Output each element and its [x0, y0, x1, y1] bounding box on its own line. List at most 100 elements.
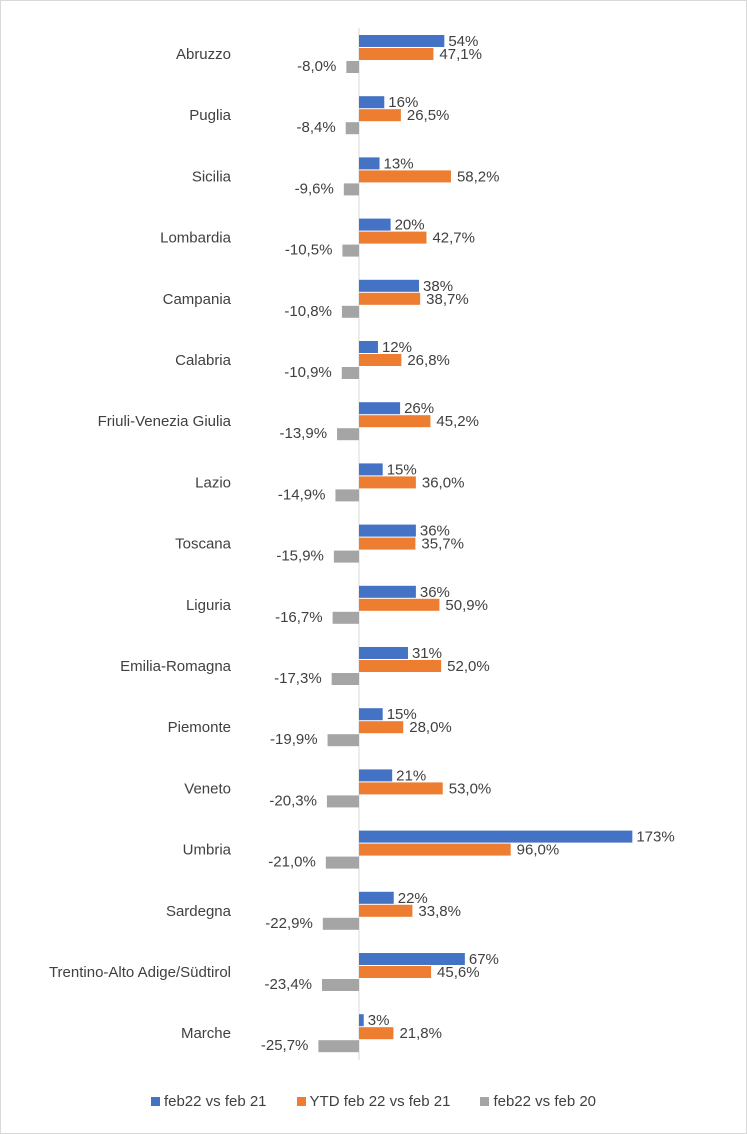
bar: [359, 585, 416, 598]
bar: [359, 843, 511, 856]
data-label: -17,3%: [274, 670, 322, 687]
data-label: 28,0%: [409, 719, 452, 736]
bar: [359, 769, 393, 782]
category-label: Friuli-Venezia Giulia: [98, 413, 232, 430]
category-label: Toscana: [175, 536, 232, 553]
data-label: 54%: [448, 33, 478, 50]
bar: [322, 917, 359, 930]
data-label: 35,7%: [421, 536, 464, 553]
bar: [359, 48, 434, 60]
data-label: 67%: [469, 951, 499, 968]
category-label: Sardegna: [166, 903, 232, 920]
bar: [332, 611, 359, 624]
data-label: -19,9%: [270, 731, 318, 748]
data-label: 21,8%: [399, 1025, 442, 1042]
data-label: 22%: [398, 890, 428, 907]
data-label: 36,0%: [422, 474, 465, 491]
bar: [359, 1014, 364, 1027]
legend: feb22 vs feb 21 YTD feb 22 vs feb 21 feb…: [0, 1093, 747, 1110]
data-label: 12%: [382, 339, 412, 356]
bar: [326, 795, 359, 808]
bar: [359, 218, 391, 231]
bar: [359, 904, 413, 917]
data-label: -22,9%: [265, 915, 313, 932]
bar: [359, 476, 416, 489]
data-label: 58,2%: [457, 168, 500, 185]
bar: [335, 489, 359, 502]
category-label: Campania: [163, 291, 232, 308]
legend-item-feb22-vs-feb20: feb22 vs feb 20: [480, 1093, 596, 1110]
bar: [359, 721, 404, 734]
bar: [341, 305, 359, 318]
data-label: 96,0%: [517, 842, 560, 859]
bar: [359, 109, 401, 122]
bar: [359, 598, 440, 611]
data-label: 36%: [420, 584, 450, 601]
data-label: -8,0%: [297, 58, 336, 75]
category-label: Lombardia: [160, 230, 232, 247]
category-label: Sicilia: [192, 168, 232, 185]
data-label: 47,1%: [439, 46, 482, 63]
data-label: 15%: [387, 706, 417, 723]
bar: [359, 157, 380, 170]
legend-item-feb22-vs-feb21: feb22 vs feb 21: [150, 1093, 267, 1110]
data-label: 36%: [420, 523, 450, 540]
category-label: Umbria: [183, 842, 232, 859]
data-label: 38%: [423, 278, 453, 295]
legend-label: feb22 vs feb 20: [493, 1093, 597, 1110]
bar: [359, 966, 432, 978]
category-label: Liguria: [186, 597, 232, 614]
legend-label: feb22 vs feb 21: [163, 1093, 267, 1110]
bar: [359, 660, 442, 672]
legend-label: YTD feb 22 vs feb 21: [309, 1093, 451, 1110]
bar: [359, 354, 402, 366]
data-label: -13,9%: [280, 425, 328, 442]
bar: [337, 428, 359, 441]
category-label: Lazio: [195, 474, 231, 491]
category-label: Puglia: [189, 107, 231, 124]
data-label: 45,6%: [437, 964, 480, 981]
bar: [327, 734, 359, 747]
bar: [322, 979, 359, 991]
data-label: -14,9%: [278, 486, 326, 503]
bar: [359, 891, 394, 904]
data-label: -8,4%: [297, 119, 336, 136]
data-label: 45,2%: [436, 413, 479, 430]
bar: [341, 367, 359, 379]
data-label: 20%: [395, 217, 425, 234]
bar: [342, 244, 359, 257]
bar: [359, 292, 421, 305]
data-label: 13%: [384, 155, 414, 172]
data-label: 42,7%: [432, 230, 475, 247]
data-label: 52,0%: [447, 658, 490, 675]
data-label: -23,4%: [264, 976, 312, 993]
bar: [346, 61, 359, 73]
data-label: 31%: [412, 645, 442, 662]
data-label: 26,8%: [407, 352, 450, 369]
data-label: 38,7%: [426, 291, 469, 308]
category-label: Emilia-Romagna: [120, 658, 232, 675]
bar: [345, 122, 359, 135]
bar: [359, 35, 445, 47]
bar: [359, 96, 385, 109]
category-label: Marche: [181, 1025, 231, 1042]
bar: [359, 537, 416, 550]
data-label: 26,5%: [407, 107, 450, 124]
bar: [343, 183, 359, 196]
bar: [359, 524, 416, 537]
data-label: -10,5%: [285, 242, 333, 259]
bar: [359, 647, 408, 659]
data-label: 16%: [388, 94, 418, 111]
data-label: -21,0%: [268, 854, 316, 871]
legend-swatch-orange: [296, 1097, 306, 1106]
data-label: -15,9%: [276, 548, 324, 565]
category-label: Trentino-Alto Adige/Südtirol: [49, 964, 231, 981]
category-label: Veneto: [184, 780, 231, 797]
data-label: -10,9%: [284, 364, 332, 381]
bar: [359, 782, 443, 795]
bar: [359, 1027, 394, 1040]
data-label: -25,7%: [261, 1037, 309, 1054]
legend-swatch-blue: [150, 1097, 160, 1106]
bar: [359, 830, 633, 843]
